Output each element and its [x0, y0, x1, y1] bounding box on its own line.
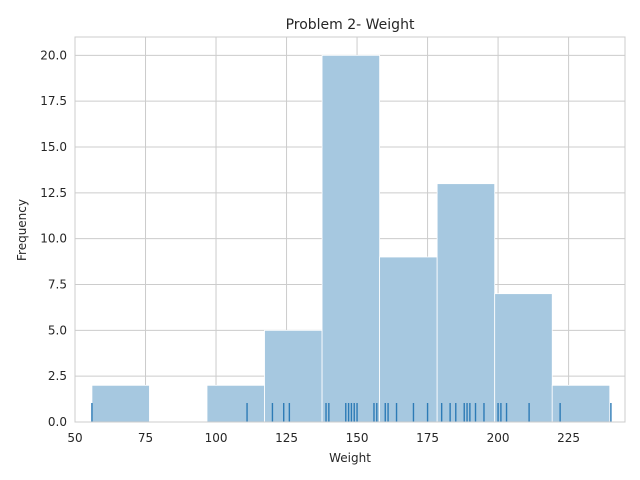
y-tick-label-7: 17.5	[40, 94, 67, 108]
y-tick-label-4: 10.0	[40, 232, 67, 246]
x-tick-label-5: 175	[416, 431, 439, 445]
x-tick-label-4: 150	[346, 431, 369, 445]
plot-frame	[74, 36, 626, 423]
y-tick-label-0: 0.0	[48, 415, 67, 429]
y-tick-label-8: 20.0	[40, 48, 67, 62]
x-tick-label-2: 100	[205, 431, 228, 445]
y-tick-label-2: 5.0	[48, 323, 67, 337]
chart-title: Problem 2- Weight	[286, 17, 415, 33]
histogram-bars	[91, 54, 611, 423]
x-axis-label: Weight	[329, 451, 371, 465]
y-tick-label-6: 15.0	[40, 140, 67, 154]
histogram-bar-4	[321, 54, 381, 423]
x-tick-label-6: 200	[487, 431, 510, 445]
y-tick-label-1: 2.5	[48, 369, 67, 383]
x-tick-label-0: 50	[67, 431, 82, 445]
x-tick-label-1: 75	[138, 431, 153, 445]
histogram-bar-3	[264, 329, 323, 423]
y-tick-label-5: 12.5	[40, 186, 67, 200]
histogram-bar-2	[206, 384, 265, 423]
x-tick-label-7: 225	[557, 431, 580, 445]
histogram-bar-7	[494, 293, 553, 423]
y-axis-ticks: 0.0 2.5 5.0 7.5 10.0 12.5 15.0 17.5 20.0	[40, 48, 67, 429]
y-axis-label: Frequency	[15, 199, 29, 261]
histogram-bar-8	[551, 384, 611, 423]
x-tick-label-3: 125	[275, 431, 298, 445]
histogram-bar-0	[91, 384, 150, 423]
histogram-bar-6	[436, 183, 496, 423]
x-axis-ticks: 50 75 100 125 150 175 200 225	[67, 431, 580, 445]
rug-marks	[91, 403, 612, 422]
y-tick-label-3: 7.5	[48, 278, 67, 292]
histogram-bar-5	[379, 256, 438, 423]
